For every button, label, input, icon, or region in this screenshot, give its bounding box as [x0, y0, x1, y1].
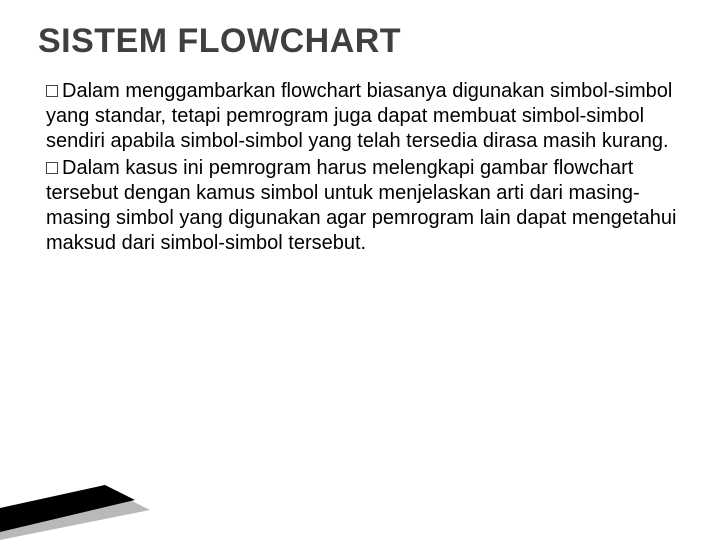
slide-container: SISTEM FLOWCHART Dalam menggambarkan flo…: [0, 0, 720, 256]
slide-title: SISTEM FLOWCHART: [38, 22, 682, 61]
paragraph-lead: Dalam: [62, 80, 120, 102]
paragraph-1: Dalam menggambarkan flowchart biasanya d…: [46, 79, 682, 154]
accent-shape-black: [0, 485, 135, 532]
paragraph-text: kasus ini pemrogram harus melengkapi gam…: [46, 157, 676, 254]
paragraph-lead: Dalam: [62, 157, 120, 179]
slide-body: Dalam menggambarkan flowchart biasanya d…: [38, 79, 682, 256]
bullet-square-icon: [46, 85, 58, 97]
corner-decoration-icon: [0, 460, 180, 540]
paragraph-2: Dalam kasus ini pemrogram harus melengka…: [46, 156, 682, 256]
paragraph-text: menggambarkan flowchart biasanya digunak…: [46, 80, 672, 152]
bullet-square-icon: [46, 162, 58, 174]
accent-shape-gray: [0, 495, 150, 540]
